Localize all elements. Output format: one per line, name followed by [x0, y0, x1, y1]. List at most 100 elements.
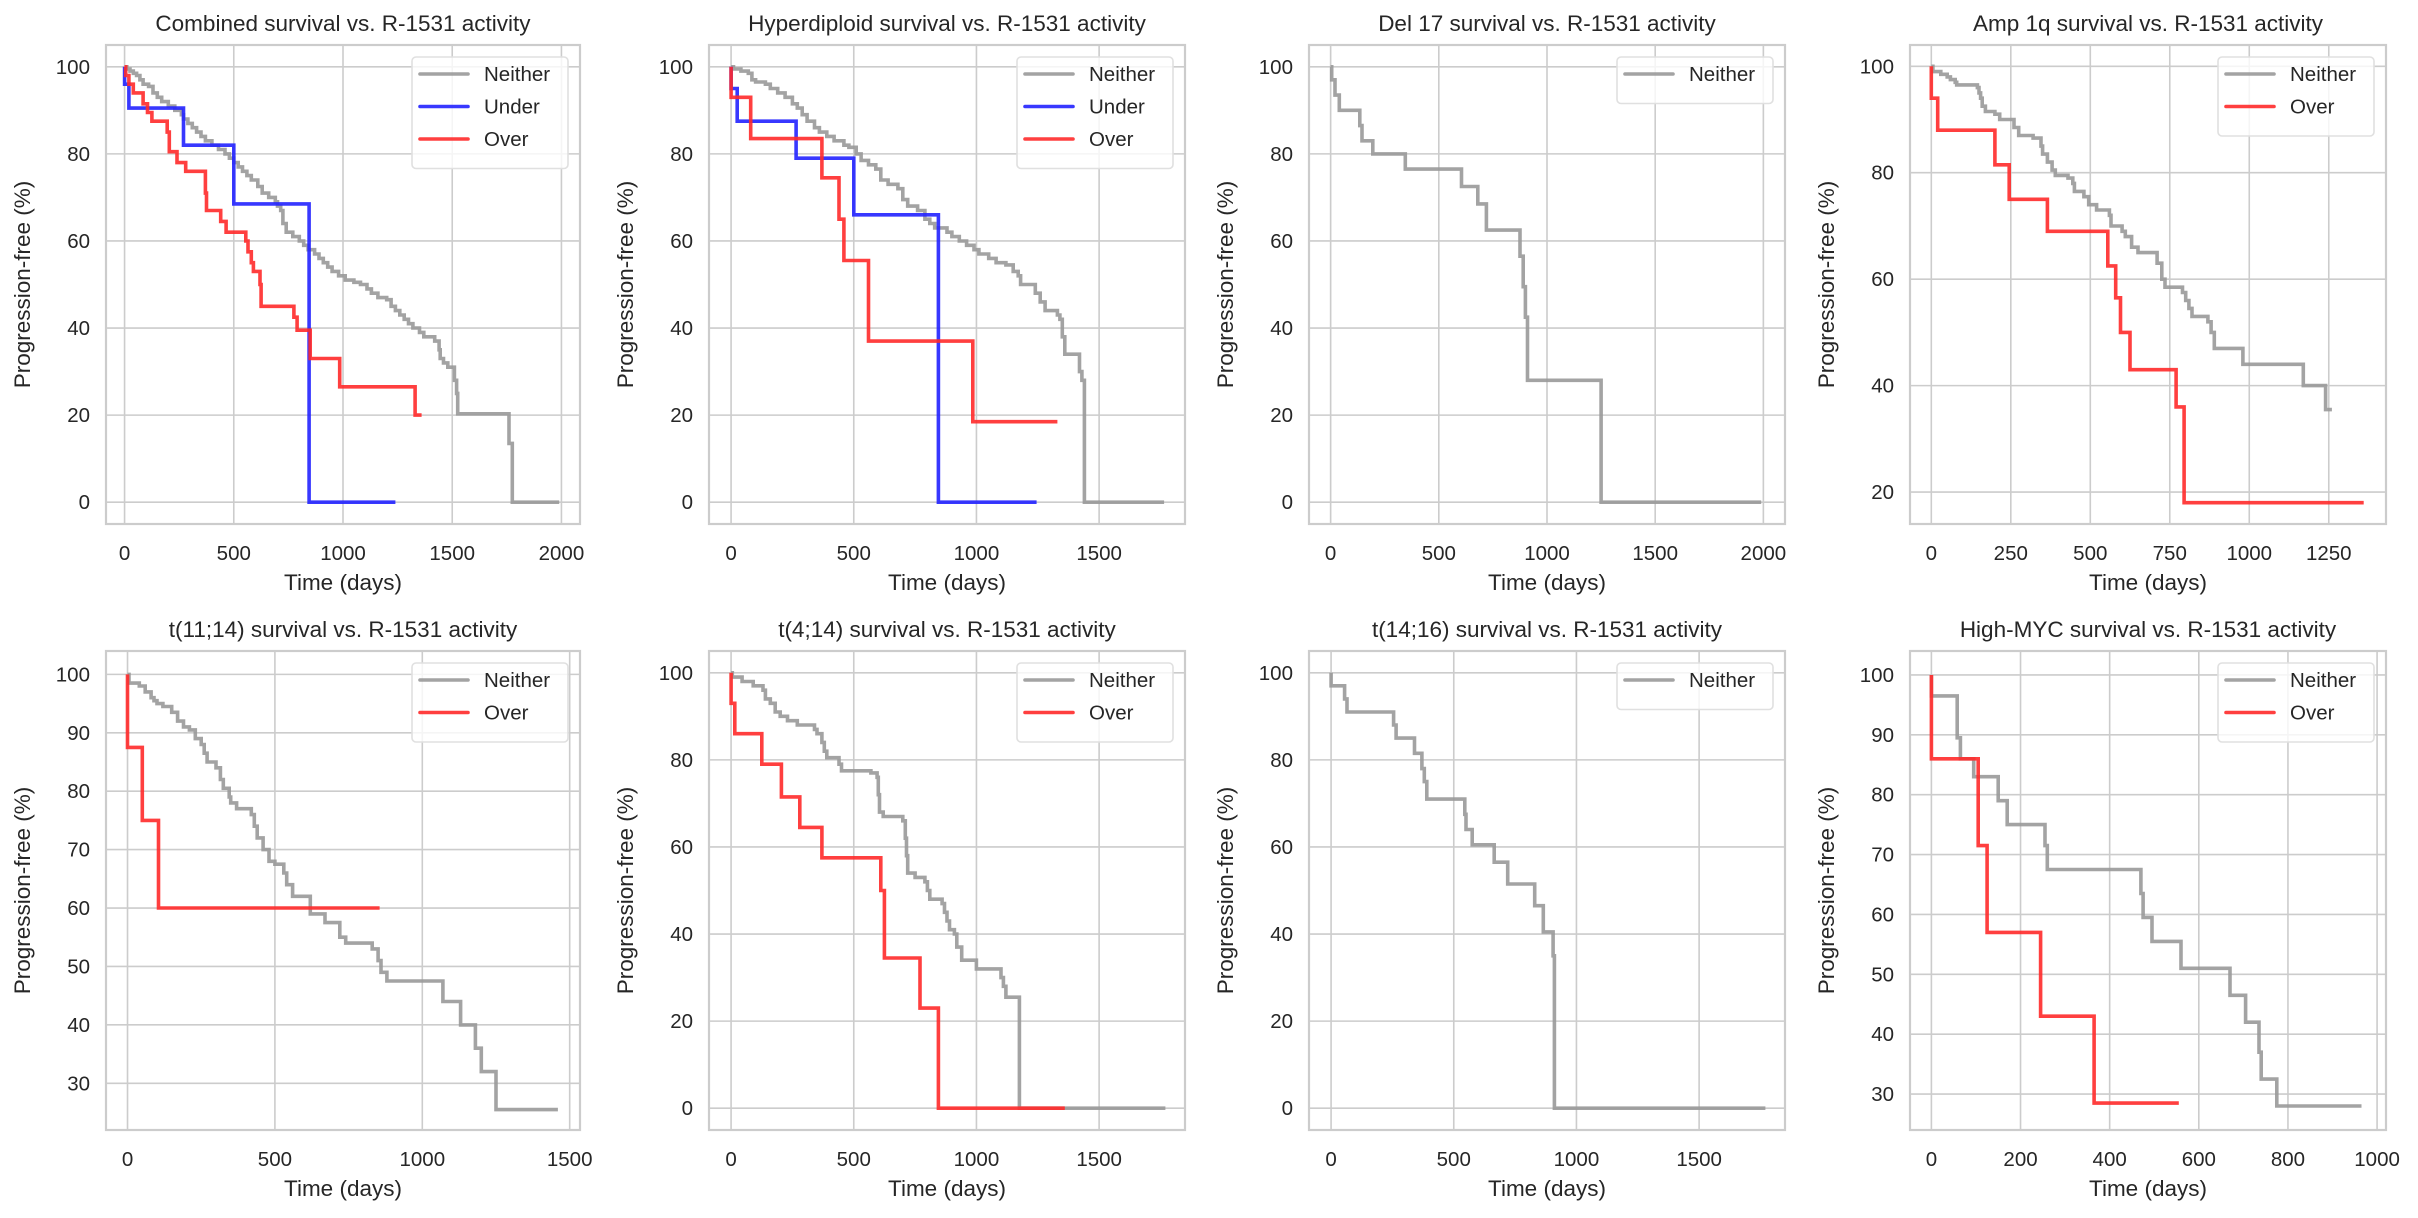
- legend: Neither Over: [2217, 56, 2375, 137]
- x-tick-label: 1000: [2226, 542, 2272, 565]
- x-tick-label: 0: [725, 542, 736, 565]
- x-tick-label: 500: [2073, 542, 2107, 565]
- x-axis-label: Time (days): [1488, 1176, 1606, 1201]
- x-tick-label: 1500: [429, 542, 475, 565]
- y-tick-label: 80: [1871, 784, 1894, 807]
- x-axis-label: Time (days): [888, 570, 1006, 595]
- x-tick-label: 1250: [2306, 542, 2352, 565]
- y-axis-label: Progression-free (%): [613, 181, 638, 389]
- y-tick-label: 70: [1871, 844, 1894, 867]
- y-tick-label: 20: [670, 404, 693, 427]
- x-tick-label: 500: [258, 1148, 292, 1171]
- x-tick-label: 1000: [2354, 1148, 2400, 1171]
- legend: Neither Over: [1016, 662, 1174, 743]
- legend: Neither: [1616, 662, 1774, 711]
- y-tick-label: 40: [1270, 317, 1293, 340]
- y-tick-label: 100: [1259, 56, 1293, 79]
- x-tick-label: 1000: [954, 542, 1000, 565]
- x-tick-label: 500: [1437, 1148, 1471, 1171]
- x-tick-label: 1000: [320, 542, 366, 565]
- legend: Neither: [1616, 56, 1774, 105]
- y-tick-label: 20: [1270, 1010, 1293, 1033]
- y-tick-label: 80: [1270, 749, 1293, 772]
- y-tick-label: 100: [1860, 55, 1894, 78]
- legend-label: Over: [484, 128, 529, 151]
- legend-label: Under: [484, 96, 540, 119]
- legend-item-over: Over: [2224, 96, 2335, 119]
- y-tick-label: 0: [682, 1097, 693, 1120]
- y-tick-label: 30: [1871, 1083, 1894, 1106]
- subplot-1: 0 500 1000 1500 0 20 40 60 80 100 Hyperdiploid sur…: [613, 11, 1187, 595]
- legend-box: [1016, 662, 1174, 743]
- x-tick-label: 0: [1926, 1148, 1937, 1171]
- legend-box: [411, 662, 569, 743]
- x-tick-label: 1500: [1076, 1148, 1122, 1171]
- legend: Neither Under Over: [411, 56, 569, 170]
- x-tick-label: 600: [2182, 1148, 2216, 1171]
- y-axis-label: Progression-free (%): [1814, 181, 1839, 389]
- legend-item-neither: Neither: [418, 63, 550, 86]
- gridlines: [709, 651, 1185, 1130]
- subplot-6: 0 500 1000 1500 0 20 40 60 80 100 t(14;16) surviva…: [1213, 617, 1787, 1201]
- x-axis-label: Time (days): [1488, 570, 1606, 595]
- x-tick-label: 750: [2153, 542, 2187, 565]
- legend-label: Under: [1089, 96, 1145, 119]
- y-tick-label: 80: [67, 143, 90, 166]
- x-tick-label: 0: [119, 542, 130, 565]
- legend-label: Neither: [2290, 63, 2356, 86]
- chart-title: High-MYC survival vs. R-1531 activity: [1960, 617, 2337, 642]
- legend-item-neither: Neither: [2224, 669, 2356, 692]
- survival-curve-over: [729, 672, 1065, 1110]
- legend-item-under: Under: [1023, 96, 1145, 119]
- y-tick-label: 100: [1259, 662, 1293, 685]
- subplot-2: 0 500 1000 1500 2000 0 20 40 60 80 100 Del 17 survi…: [1213, 11, 1786, 595]
- x-tick-label: 500: [837, 542, 871, 565]
- y-tick-label: 40: [1871, 375, 1894, 398]
- survival-curve-neither: [127, 672, 558, 1112]
- y-axis-label: Progression-free (%): [1213, 787, 1238, 995]
- legend-label: Neither: [1089, 669, 1155, 692]
- x-tick-label: 500: [1422, 542, 1456, 565]
- chart-title: t(4;14) survival vs. R-1531 activity: [778, 617, 1116, 642]
- chart-title: Combined survival vs. R-1531 activity: [155, 11, 531, 36]
- x-tick-label: 1500: [1076, 542, 1122, 565]
- survival-curve-neither: [1931, 64, 2332, 412]
- x-axis-label: Time (days): [2089, 1176, 2207, 1201]
- survival-curve-over: [125, 674, 380, 910]
- y-tick-label: 20: [67, 404, 90, 427]
- y-tick-label: 80: [67, 780, 90, 803]
- y-axis-label: Progression-free (%): [10, 787, 35, 995]
- subplot-0: 0 500 1000 1500 2000 0 20 40 60 80 100 Combined sur…: [10, 11, 584, 595]
- y-tick-label: 40: [67, 1014, 90, 1037]
- axes-frame: [707, 43, 1187, 526]
- x-tick-label: 500: [217, 542, 251, 565]
- y-tick-label: 90: [1871, 724, 1894, 747]
- x-tick-label: 2000: [539, 542, 585, 565]
- axes-frame: [1908, 43, 2388, 526]
- y-tick-label: 0: [79, 491, 90, 514]
- axes-frame: [1307, 649, 1787, 1132]
- legend-item-neither: Neither: [1623, 669, 1755, 692]
- x-axis-label: Time (days): [888, 1176, 1006, 1201]
- y-tick-label: 100: [1860, 664, 1894, 687]
- x-axis-label: Time (days): [284, 1176, 402, 1201]
- legend-item-over: Over: [1023, 128, 1134, 151]
- x-tick-label: 0: [1325, 1148, 1336, 1171]
- axes-frame: [1307, 43, 1787, 526]
- y-tick-label: 20: [1871, 481, 1894, 504]
- survival-curve-under: [729, 66, 1037, 504]
- legend-label: Over: [2290, 96, 2335, 119]
- y-tick-label: 100: [56, 56, 90, 79]
- legend-label: Over: [1089, 702, 1134, 725]
- survival-curve-neither: [730, 671, 1166, 1110]
- legend-item-neither: Neither: [2224, 63, 2356, 86]
- y-tick-label: 60: [670, 230, 693, 253]
- y-axis-label: Progression-free (%): [1814, 787, 1839, 995]
- chart-title: t(14;16) survival vs. R-1531 activity: [1372, 617, 1723, 642]
- survival-curve-over: [123, 65, 422, 417]
- y-tick-label: 60: [67, 230, 90, 253]
- y-tick-label: 30: [67, 1072, 90, 1095]
- y-tick-label: 80: [670, 749, 693, 772]
- legend-box: [1616, 662, 1774, 711]
